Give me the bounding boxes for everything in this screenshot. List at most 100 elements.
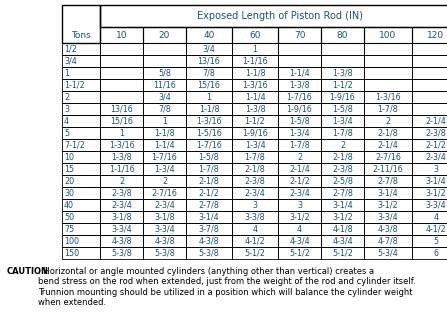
Bar [186,55,232,67]
Bar [321,187,364,199]
Text: 2-3/8: 2-3/8 [426,128,447,137]
Bar [143,175,186,187]
Bar [364,199,412,211]
Text: 2-3/8: 2-3/8 [245,176,266,185]
Text: 2: 2 [119,176,124,185]
Text: 1: 1 [207,92,211,102]
Text: 2-7/8: 2-7/8 [332,188,353,198]
Bar [412,163,447,175]
Bar [100,79,143,91]
Text: 4-3/8: 4-3/8 [111,237,132,246]
Text: 1/2: 1/2 [64,44,77,54]
Text: 4-3/8: 4-3/8 [154,237,175,246]
Bar [278,199,321,211]
Text: 60: 60 [249,30,261,39]
Bar [321,139,364,151]
Bar [62,43,100,55]
Bar [100,223,143,235]
Bar [62,91,100,103]
Bar [186,235,232,247]
Text: 1-3/4: 1-3/4 [245,140,266,150]
Bar [100,175,143,187]
Bar [100,103,143,115]
Bar [62,55,100,67]
Text: 3-1/4: 3-1/4 [332,201,353,210]
Bar [62,223,100,235]
Bar [186,103,232,115]
Text: 4-3/8: 4-3/8 [198,237,219,246]
Text: 13/16: 13/16 [198,57,220,66]
Bar [278,175,321,187]
Text: 1-7/16: 1-7/16 [287,92,312,102]
Bar [143,91,186,103]
Bar [100,91,143,103]
Bar [62,115,100,127]
Bar [186,247,232,259]
Text: 1-1/4: 1-1/4 [289,69,310,77]
Text: 2: 2 [297,153,302,162]
Bar [412,235,447,247]
Bar [232,175,278,187]
Bar [143,235,186,247]
Text: 10: 10 [64,153,74,162]
Text: 2-11/16: 2-11/16 [373,165,403,173]
Bar [412,211,447,223]
Text: 1-9/16: 1-9/16 [287,105,312,114]
Text: 2-1/2: 2-1/2 [289,176,310,185]
Bar [232,43,278,55]
Bar [62,103,100,115]
Text: 3-1/2: 3-1/2 [332,213,353,221]
Text: 75: 75 [64,224,74,233]
Text: 40: 40 [64,201,74,210]
Text: 7/8: 7/8 [202,69,215,77]
Text: : Horizontal or angle mounted cylinders (anything other than vertical) creates a: : Horizontal or angle mounted cylinders … [38,267,416,307]
Text: 5-1/2: 5-1/2 [332,249,353,258]
Text: 3: 3 [297,201,302,210]
Bar [412,199,447,211]
Bar [364,139,412,151]
Text: 1-5/8: 1-5/8 [289,117,310,125]
Bar [364,115,412,127]
Text: 5: 5 [434,237,439,246]
Bar [278,223,321,235]
Text: 1-3/16: 1-3/16 [196,117,222,125]
Text: 1-5/8: 1-5/8 [198,153,219,162]
Bar [100,187,143,199]
Text: 3-7/8: 3-7/8 [198,224,219,233]
Bar [232,235,278,247]
Text: 1-3/8: 1-3/8 [332,69,353,77]
Bar [364,103,412,115]
Bar [232,91,278,103]
Text: 3: 3 [64,105,69,114]
Text: 3-3/4: 3-3/4 [154,224,175,233]
Bar [62,127,100,139]
Text: 1-7/8: 1-7/8 [198,165,219,173]
Bar [412,67,447,79]
Text: 2-1/2: 2-1/2 [426,140,447,150]
Text: 2-1/4: 2-1/4 [426,117,447,125]
Bar [278,151,321,163]
Text: 4: 4 [64,117,69,125]
Bar [412,91,447,103]
Text: 1-3/16: 1-3/16 [242,80,268,89]
Bar [278,55,321,67]
Bar [186,199,232,211]
Text: 5-3/8: 5-3/8 [198,249,219,258]
Text: 2-1/8: 2-1/8 [198,176,219,185]
Text: 6: 6 [434,249,439,258]
Text: 10: 10 [116,30,127,39]
Text: 2-1/8: 2-1/8 [332,153,353,162]
Text: 1-1/4: 1-1/4 [154,140,175,150]
Bar [412,247,447,259]
Bar [364,55,412,67]
Text: 3: 3 [253,201,257,210]
Text: 3-1/8: 3-1/8 [154,213,175,221]
Text: 3-1/4: 3-1/4 [198,213,219,221]
Bar [364,127,412,139]
Text: 5-3/8: 5-3/8 [154,249,175,258]
Text: 3-3/4: 3-3/4 [111,224,132,233]
Text: 5-3/8: 5-3/8 [111,249,132,258]
Text: 2-5/8: 2-5/8 [332,176,353,185]
Bar [62,5,100,43]
Bar [186,187,232,199]
